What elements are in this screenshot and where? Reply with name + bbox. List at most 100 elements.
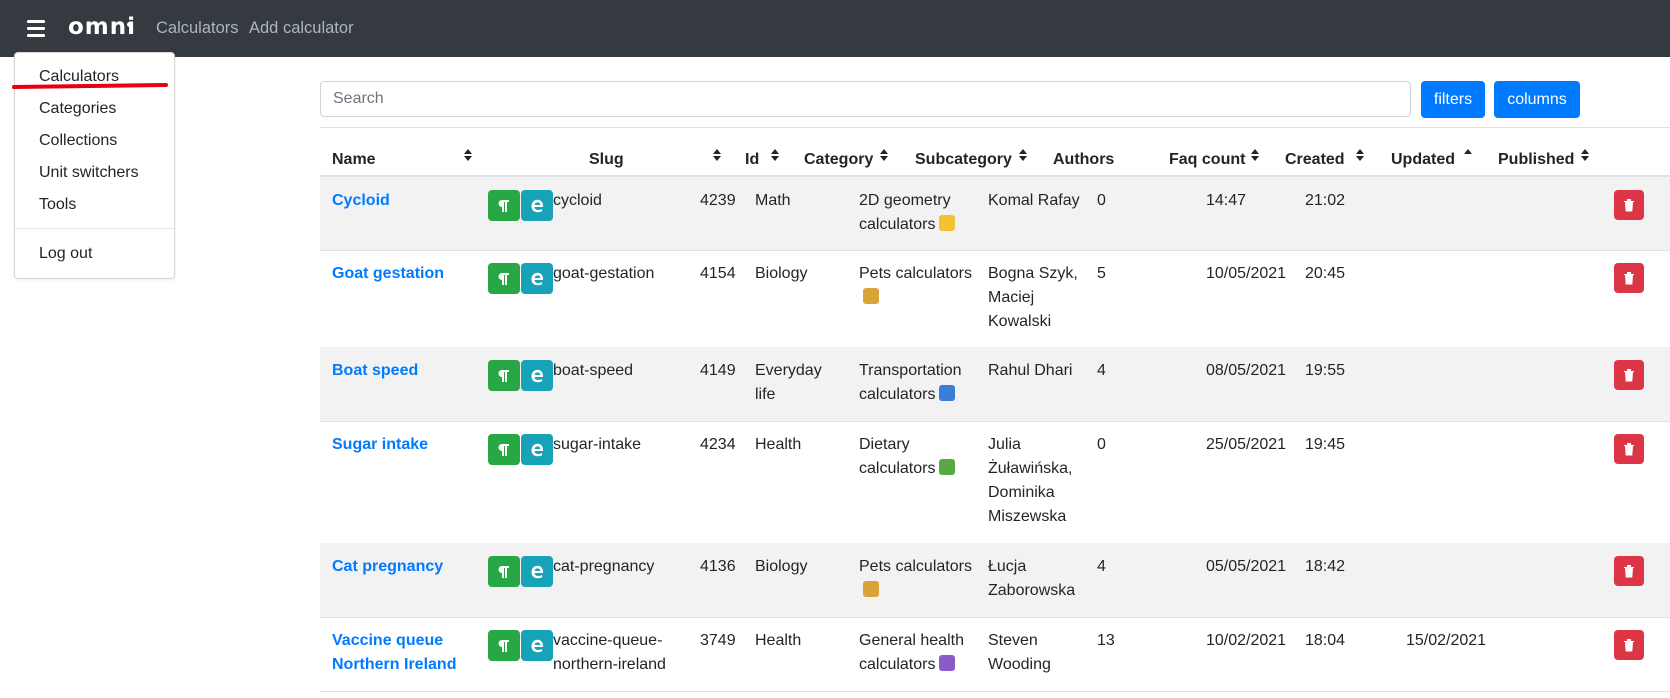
row-divider xyxy=(320,250,1670,251)
menu-item-categories[interactable]: Categories xyxy=(39,100,117,117)
sort-slug-icon[interactable] xyxy=(713,148,721,162)
cell-line: Bogna Szyk, xyxy=(988,265,1078,282)
sort-created-icon[interactable] xyxy=(1356,148,1364,162)
header-slug[interactable]: Slug xyxy=(589,151,624,168)
paragraph-icon[interactable] xyxy=(488,360,520,391)
table-row: Goat gestation goat-gestation 4154 Biology P… xyxy=(320,250,1670,347)
menu-item-tools[interactable]: Tools xyxy=(39,196,77,213)
cell-line: Dominika xyxy=(988,484,1055,501)
calculator-name-line[interactable]: Sugar intake xyxy=(332,436,429,453)
cell-line: Pets calculators xyxy=(859,265,972,282)
table-row: Sugar intake sugar-intake 4234 Health Dietar… xyxy=(320,421,1670,543)
car-icon xyxy=(939,385,956,401)
header-subcategory[interactable]: Subcategory xyxy=(915,151,1012,168)
delete-trash-icon[interactable] xyxy=(1614,434,1644,464)
table-top-border xyxy=(320,127,1670,128)
calculators-table: Name Slug Id Category Subcategory Author… xyxy=(320,127,1670,698)
delete-trash-icon[interactable] xyxy=(1614,630,1644,660)
cell-line: boat-speed xyxy=(553,362,634,379)
cell-updated: 18:42 xyxy=(1305,558,1346,575)
search-input[interactable] xyxy=(320,81,1411,117)
cell-line: Komal Rafay xyxy=(988,192,1080,209)
cell-created: 25/05/2021 xyxy=(1206,436,1287,453)
cell-line: Rahul Dhari xyxy=(988,362,1073,379)
medical-icon xyxy=(939,655,956,671)
cell-created: 10/05/2021 xyxy=(1206,265,1287,282)
cell-id: 4149 xyxy=(700,362,736,379)
cell-line: cycloid xyxy=(553,192,602,209)
paragraph-icon[interactable] xyxy=(488,556,520,587)
sort-faq-count-icon[interactable] xyxy=(1251,148,1259,162)
menu-item-log-out[interactable]: Log out xyxy=(39,245,93,262)
nav-link-calculators[interactable]: Calculators xyxy=(156,19,239,37)
cell-line: Maciej xyxy=(988,289,1035,306)
cell-line: Health xyxy=(755,436,802,453)
header-published[interactable]: Published xyxy=(1498,151,1575,168)
header-created[interactable]: Created xyxy=(1285,151,1345,168)
delete-trash-icon[interactable] xyxy=(1614,190,1644,220)
cell-line: Żuławińska, xyxy=(988,460,1073,477)
cell-line xyxy=(859,286,879,310)
edge-browser-icon[interactable] xyxy=(521,630,553,661)
sort-published-icon[interactable] xyxy=(1581,148,1589,162)
hamburger-menu-icon[interactable] xyxy=(27,20,47,37)
cell-id: 4234 xyxy=(700,436,736,453)
menu-item-collections[interactable]: Collections xyxy=(39,132,118,149)
calculator-name-line[interactable]: Goat gestation xyxy=(332,265,445,282)
edge-browser-icon[interactable] xyxy=(521,190,553,221)
columns-button[interactable]: columns xyxy=(1494,81,1580,118)
logo-dot-icon xyxy=(127,22,132,27)
filters-button[interactable]: filters xyxy=(1421,81,1485,118)
cell-updated: 18:04 xyxy=(1305,632,1346,649)
cell-created: 14:47 xyxy=(1206,192,1247,209)
menu-item-unit-switchers[interactable]: Unit switchers xyxy=(39,164,139,181)
header-category[interactable]: Category xyxy=(804,151,874,168)
sort-category-icon[interactable] xyxy=(880,148,888,162)
paragraph-icon[interactable] xyxy=(488,263,520,294)
edge-browser-icon[interactable] xyxy=(521,434,553,465)
delete-trash-icon[interactable] xyxy=(1614,360,1644,390)
row-divider xyxy=(320,421,1670,422)
cell-line: Everyday xyxy=(755,362,822,379)
cell-line: Dietary xyxy=(859,436,910,453)
cell-line: life xyxy=(755,386,776,403)
edge-browser-icon[interactable] xyxy=(521,360,553,391)
cell-line: Wooding xyxy=(988,656,1051,673)
header-bottom-border xyxy=(320,175,1670,177)
row-divider xyxy=(320,617,1670,618)
row-divider xyxy=(320,691,1670,692)
sort-subcategory-icon[interactable] xyxy=(1019,148,1027,162)
delete-trash-icon[interactable] xyxy=(1614,263,1644,293)
cell-line: Julia xyxy=(988,436,1021,453)
edge-browser-icon[interactable] xyxy=(521,556,553,587)
cell-line: Biology xyxy=(755,265,808,282)
calculator-name-line[interactable]: Northern Ireland xyxy=(332,656,457,673)
header-faq-count[interactable]: Faq count xyxy=(1169,151,1246,168)
dog-icon xyxy=(863,288,879,304)
sort-name-icon[interactable] xyxy=(464,148,472,162)
header-name[interactable]: Name xyxy=(332,151,376,168)
sort-id-icon[interactable] xyxy=(771,148,779,162)
cell-faq-count: 0 xyxy=(1097,192,1106,209)
sort-updated-ascending-icon[interactable] xyxy=(1464,148,1472,162)
paragraph-icon[interactable] xyxy=(488,630,520,661)
paragraph-icon[interactable] xyxy=(488,190,520,221)
calculator-name-line[interactable]: Vaccine queue xyxy=(332,632,444,649)
nav-link-add-calculator[interactable]: Add calculator xyxy=(249,19,354,37)
calculator-name-line[interactable]: Cycloid xyxy=(332,192,390,209)
omni-logo[interactable]: omni xyxy=(68,14,137,40)
edge-browser-icon[interactable] xyxy=(521,263,553,294)
paragraph-icon[interactable] xyxy=(488,434,520,465)
menu-item-calculators[interactable]: Calculators xyxy=(39,68,120,85)
header-updated[interactable]: Updated xyxy=(1391,151,1455,168)
cell-line: northern-ireland xyxy=(553,656,666,673)
header-id[interactable]: Id xyxy=(745,151,760,168)
calculator-name-line[interactable]: Cat pregnancy xyxy=(332,558,444,575)
cell-line: Biology xyxy=(755,558,808,575)
cell-line: calculators xyxy=(859,457,956,481)
salad-icon xyxy=(939,459,956,475)
calculator-name-line[interactable]: Boat speed xyxy=(332,362,419,379)
cell-created: 08/05/2021 xyxy=(1206,362,1287,379)
delete-trash-icon[interactable] xyxy=(1614,556,1644,586)
cell-faq-count: 13 xyxy=(1097,632,1115,649)
